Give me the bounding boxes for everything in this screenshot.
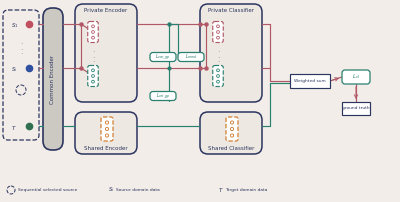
FancyBboxPatch shape xyxy=(200,112,262,154)
Text: .: . xyxy=(92,45,94,55)
Text: Source domain data: Source domain data xyxy=(116,188,160,192)
Text: $T$: $T$ xyxy=(218,186,224,194)
Text: Target domain data: Target domain data xyxy=(225,188,267,192)
FancyBboxPatch shape xyxy=(43,8,63,150)
Text: Shared Encoder: Shared Encoder xyxy=(84,145,128,150)
Text: Sequential selected source: Sequential selected source xyxy=(18,188,77,192)
Text: .: . xyxy=(20,38,22,46)
Text: Private Classifier: Private Classifier xyxy=(208,8,254,14)
FancyBboxPatch shape xyxy=(150,53,176,61)
FancyBboxPatch shape xyxy=(213,65,223,86)
Text: Private Encoder: Private Encoder xyxy=(84,8,128,14)
Text: .: . xyxy=(217,45,219,55)
FancyBboxPatch shape xyxy=(213,21,223,42)
FancyBboxPatch shape xyxy=(200,4,262,102)
Text: ground truth: ground truth xyxy=(342,106,370,110)
Text: Weighted sum: Weighted sum xyxy=(294,79,326,83)
Text: $L_{mmd}$: $L_{mmd}$ xyxy=(184,53,198,61)
Text: .: . xyxy=(92,50,94,60)
Text: $L_{cl}$: $L_{cl}$ xyxy=(352,73,360,81)
FancyBboxPatch shape xyxy=(178,53,204,61)
Text: .: . xyxy=(217,56,219,64)
Text: $L_{var\_gp}$: $L_{var\_gp}$ xyxy=(155,52,171,62)
Text: .: . xyxy=(92,56,94,64)
FancyBboxPatch shape xyxy=(88,65,98,86)
FancyBboxPatch shape xyxy=(88,21,98,42)
Text: $L_{ort\_gp}$: $L_{ort\_gp}$ xyxy=(156,91,170,101)
FancyBboxPatch shape xyxy=(75,4,137,102)
FancyBboxPatch shape xyxy=(342,70,370,84)
Text: Common Encoder: Common Encoder xyxy=(50,54,56,104)
Text: Shared Classifier: Shared Classifier xyxy=(208,145,254,150)
Text: $S_1$: $S_1$ xyxy=(11,22,19,31)
Text: .: . xyxy=(20,42,22,52)
FancyBboxPatch shape xyxy=(226,117,238,141)
FancyBboxPatch shape xyxy=(101,117,113,141)
FancyBboxPatch shape xyxy=(150,92,176,101)
Text: .: . xyxy=(217,50,219,60)
Bar xyxy=(290,74,330,88)
Text: $T$: $T$ xyxy=(11,124,17,132)
Text: .: . xyxy=(20,47,22,57)
Text: $S_i$: $S_i$ xyxy=(108,186,114,195)
FancyBboxPatch shape xyxy=(75,112,137,154)
Bar xyxy=(342,102,370,115)
Text: $S_i$: $S_i$ xyxy=(11,66,18,75)
